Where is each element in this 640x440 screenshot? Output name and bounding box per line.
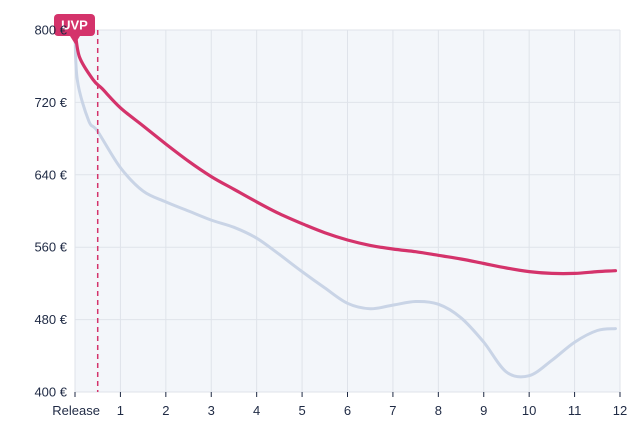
uvp-badge-pointer bbox=[70, 36, 80, 44]
series-line-1 bbox=[73, 28, 617, 379]
y-tick-label: 480 € bbox=[34, 312, 67, 327]
y-tick-label: 800 € bbox=[34, 23, 67, 38]
y-axis: 400 € 480 € 560 € 640 € 720 € 800 € bbox=[34, 23, 67, 400]
x-tick-label: 9 bbox=[480, 403, 487, 418]
y-tick-label: 720 € bbox=[34, 95, 67, 110]
x-tick-label: 5 bbox=[298, 403, 305, 418]
series-lines bbox=[73, 28, 618, 379]
y-tick-label: 400 € bbox=[34, 385, 67, 400]
uvp-badge-label: UVP bbox=[61, 18, 88, 33]
y-tick-label: 640 € bbox=[34, 167, 67, 182]
annotations: UVP bbox=[54, 14, 99, 392]
x-tick-label: 8 bbox=[435, 403, 442, 418]
x-tick-label: 6 bbox=[344, 403, 351, 418]
y-tick-label: 560 € bbox=[34, 240, 67, 255]
uvp-badge bbox=[54, 14, 95, 36]
x-tick-label: 4 bbox=[253, 403, 260, 418]
series-line-2 bbox=[73, 28, 618, 276]
x-tick-label: 3 bbox=[208, 403, 215, 418]
x-tick-label: 1 bbox=[117, 403, 124, 418]
grid-lines bbox=[74, 29, 621, 393]
x-axis: Release 1 2 3 4 5 6 7 8 9 10 11 12 bbox=[52, 392, 627, 418]
x-tick-label: 12 bbox=[613, 403, 627, 418]
x-tick-label: 11 bbox=[568, 403, 582, 418]
x-tick-label: 2 bbox=[162, 403, 169, 418]
x-tick-label: 7 bbox=[389, 403, 396, 418]
x-tick-label: Release bbox=[52, 403, 100, 418]
x-tick-label: 10 bbox=[522, 403, 536, 418]
